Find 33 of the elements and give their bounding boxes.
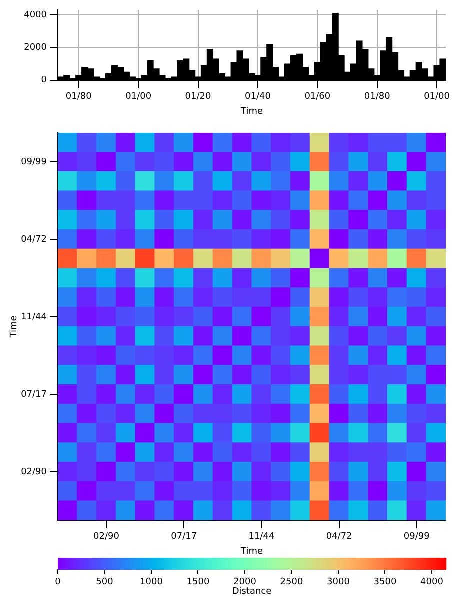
color-bar-label: 3500 xyxy=(374,578,397,588)
x-tick-label: 01/00 xyxy=(126,92,152,102)
x-tick-label: 07/17 xyxy=(171,532,198,542)
x-tick-label: 01/80 xyxy=(66,92,92,102)
x-tick-label: 01/40 xyxy=(245,92,272,102)
color-bar-label: 1000 xyxy=(140,578,164,588)
color-bar-label: 1500 xyxy=(186,578,210,588)
y-tick-label: 2000 xyxy=(24,43,48,53)
color-bar-label: 500 xyxy=(96,578,114,588)
x-tick-label: 01/80 xyxy=(364,92,391,102)
x-axis-title: Time xyxy=(240,546,264,557)
y-tick-label: 11/44 xyxy=(21,312,48,322)
color-bar-label: 4000 xyxy=(420,578,444,588)
x-axis-title: Time xyxy=(240,106,264,117)
y-tick-label: 04/72 xyxy=(21,234,47,245)
y-tick-label: 07/17 xyxy=(21,390,47,400)
y-tick-label: 0 xyxy=(41,76,48,86)
y-tick-label: 02/90 xyxy=(21,467,48,478)
y-tick-label: 4000 xyxy=(24,10,48,20)
x-tick-label: 04/72 xyxy=(326,532,352,542)
x-tick-label: 11/44 xyxy=(248,532,275,542)
color-bar-label: 2500 xyxy=(280,578,304,588)
x-tick-label: 09/99 xyxy=(404,532,430,542)
x-tick-label: 01/60 xyxy=(304,92,331,102)
color-bar-label: 3000 xyxy=(327,578,350,588)
x-tick-label: 02/90 xyxy=(94,532,120,542)
color-bar-label: 2000 xyxy=(234,578,257,588)
color-bar-label: 0 xyxy=(55,578,62,588)
color-bar-title: Distance xyxy=(231,587,273,598)
y-tick-label: 09/99 xyxy=(21,157,48,168)
x-tick-label: 01/20 xyxy=(185,92,212,102)
x-tick-label: 01/00 xyxy=(424,92,450,102)
y-axis-title: Time xyxy=(10,315,20,339)
